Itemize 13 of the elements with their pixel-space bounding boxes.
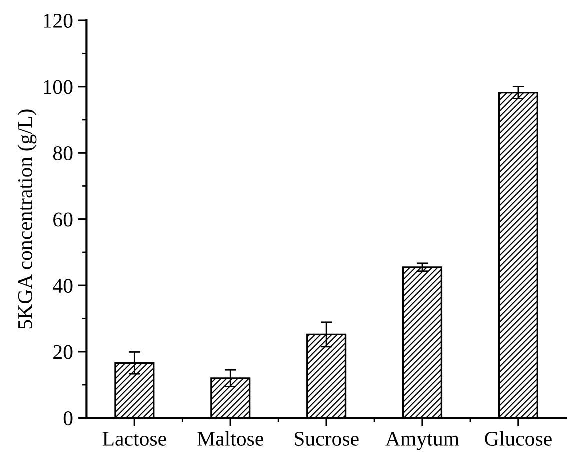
y-tick-label: 80 <box>53 146 73 161</box>
y-tick-label: 40 <box>53 279 73 294</box>
x-tick-label: Lactose <box>102 432 166 446</box>
y-tick-label: 100 <box>44 80 73 94</box>
y-tick-label: 20 <box>54 345 73 360</box>
y-tick-label: 0 <box>64 412 73 426</box>
x-tick-label: Maltose <box>198 431 264 446</box>
x-tick-label: Glucose <box>485 431 552 446</box>
y-tick-label: 120 <box>44 14 73 28</box>
x-tick-label: Amytum <box>386 432 460 450</box>
y-axis-title: 5KGA concentration (g/L) <box>18 110 37 329</box>
y-tick-label: 60 <box>54 212 73 227</box>
x-tick-label: Sucrose <box>294 432 359 446</box>
